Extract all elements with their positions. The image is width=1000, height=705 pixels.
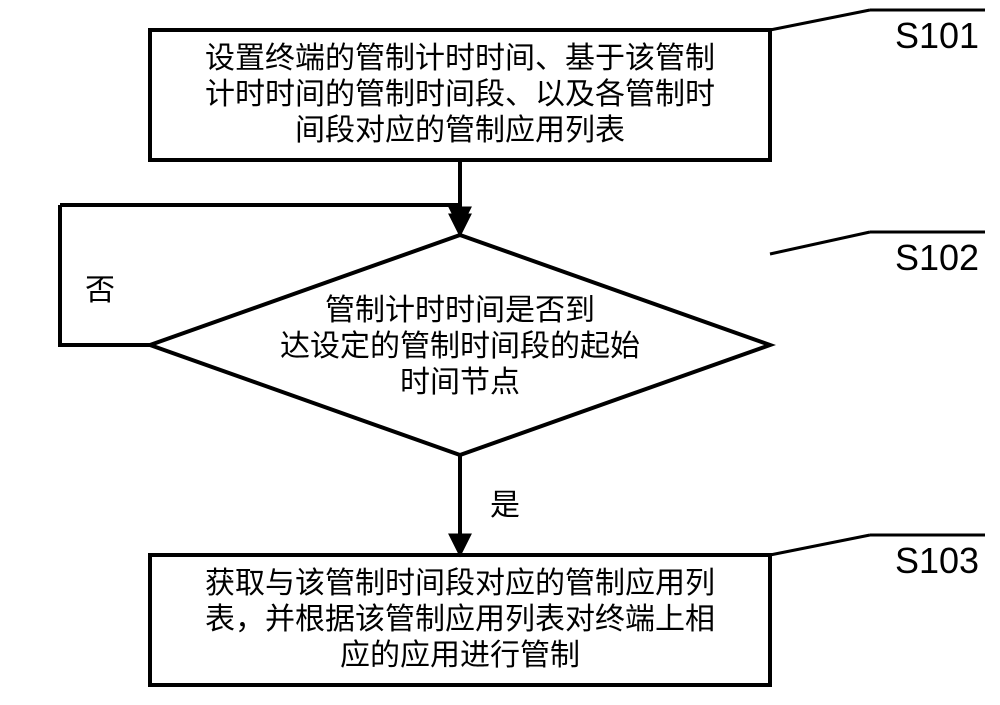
edge-s102-yes: 是 — [460, 455, 520, 555]
node-s102-line2: 达设定的管制时间段的起始 — [280, 330, 640, 363]
leader-s102: S102 — [770, 232, 985, 278]
node-s103-line3: 应的应用进行管制 — [340, 639, 580, 672]
step-label-s103: S103 — [895, 540, 979, 581]
node-s101: 设置终端的管制计时时间、基于该管制 计时时间的管制时间段、以及各管制时 间段对应… — [150, 30, 770, 160]
leader-s101: S101 — [770, 10, 985, 56]
node-s101-line1: 设置终端的管制计时时间、基于该管制 — [205, 42, 715, 75]
node-s101-line2: 计时时间的管制时间段、以及各管制时 — [205, 78, 715, 111]
node-s103-line2: 表，并根据该管制应用列表对终端上相 — [205, 603, 715, 636]
node-s101-line3: 间段对应的管制应用列表 — [295, 114, 625, 147]
edge-yes-label: 是 — [490, 489, 520, 522]
node-s102-line1: 管制计时时间是否到 — [325, 294, 595, 327]
step-label-s102: S102 — [895, 237, 979, 278]
node-s102-line3: 时间节点 — [400, 366, 520, 399]
node-s102: 管制计时时间是否到 达设定的管制时间段的起始 时间节点 — [150, 235, 770, 455]
edge-no-label: 否 — [85, 274, 115, 307]
node-s103: 获取与该管制时间段对应的管制应用列 表，并根据该管制应用列表对终端上相 应的应用… — [150, 555, 770, 685]
leader-s103: S103 — [770, 535, 985, 581]
node-s103-line1: 获取与该管制时间段对应的管制应用列 — [205, 567, 715, 600]
step-label-s101: S101 — [895, 15, 979, 56]
